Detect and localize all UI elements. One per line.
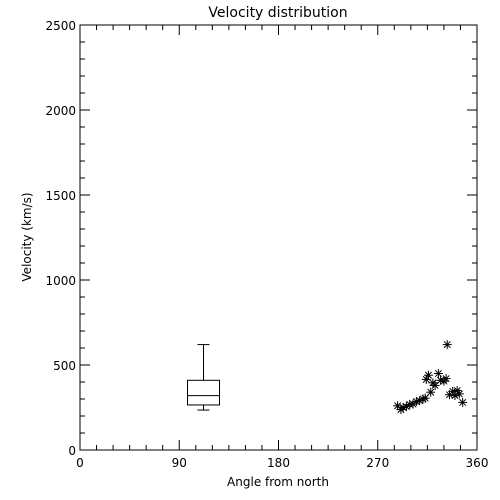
- data-point: [454, 389, 464, 399]
- data-point: [433, 369, 443, 378]
- data-point: [442, 340, 452, 350]
- y-tick-label: 1000: [45, 274, 76, 288]
- data-point: [426, 387, 436, 397]
- data-point: [430, 380, 440, 390]
- y-tick-label: 1500: [45, 189, 76, 203]
- data-point: [441, 374, 451, 384]
- x-tick-label: 0: [76, 456, 84, 470]
- data-point: [458, 397, 468, 407]
- y-axis-ticks: 0 500 1000 1500 2000 2500: [45, 19, 477, 458]
- x-tick-label: 90: [172, 456, 187, 470]
- y-tick-label: 2500: [45, 19, 76, 33]
- x-axis-ticks: 0 90 180 270 360: [76, 25, 488, 470]
- x-tick-label: 360: [466, 456, 489, 470]
- chart-title: Velocity distribution: [208, 5, 347, 21]
- y-tick-label: 500: [53, 359, 76, 373]
- x-tick-label: 180: [267, 456, 290, 470]
- y-axis-label: Velocity (km/s): [20, 192, 34, 281]
- data-point: [423, 370, 433, 380]
- data-points: [393, 340, 468, 415]
- x-axis-label: Angle from north: [227, 475, 329, 489]
- x-tick-label: 270: [366, 456, 389, 470]
- data-point: [393, 401, 403, 411]
- y-tick-label: 2000: [45, 104, 76, 118]
- data-point: [420, 393, 430, 403]
- y-tick-label: 0: [68, 444, 76, 458]
- velocity-boxplot: [187, 344, 221, 411]
